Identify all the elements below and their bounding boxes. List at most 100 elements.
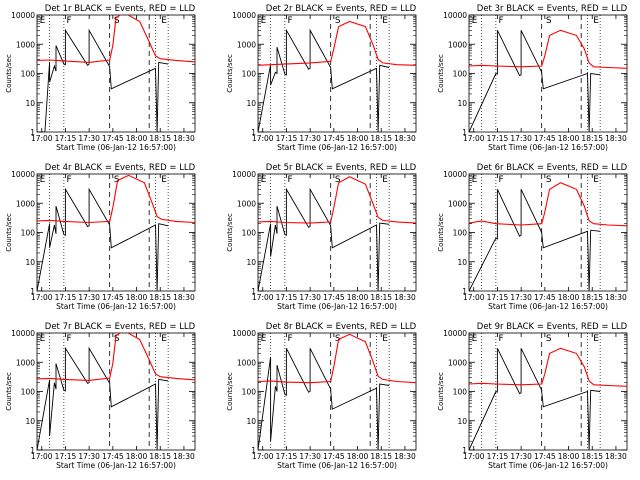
y-tick-label: 1000 — [448, 199, 467, 208]
marker-label: E — [593, 334, 599, 344]
y-tick-label: 10 — [457, 99, 467, 108]
series-line-lld — [37, 15, 195, 63]
marker-label: E — [593, 175, 599, 185]
y-tick-label: 10 — [25, 258, 35, 267]
y-tick-label: 100 — [242, 229, 257, 238]
chart-title: Det 6r BLACK = Events, RED = LLD — [477, 163, 628, 173]
marker-label: F — [287, 175, 292, 185]
x-tick-label: 17:45 — [323, 293, 345, 302]
series-line-events — [469, 189, 601, 291]
y-tick-label: 1000 — [16, 199, 35, 208]
series-line-lld — [469, 182, 627, 227]
series-line-lld — [258, 333, 416, 384]
x-tick-label: 17:00 — [463, 452, 485, 461]
y-tick-label: 10000 — [11, 329, 35, 338]
y-tick-label: 1 — [251, 287, 256, 296]
x-tick-label: 17:30 — [78, 452, 100, 461]
chart-panel-6: Det 6r BLACK = Events, RED = LLD E F S E 17:0… — [437, 163, 628, 311]
marker-label: F — [287, 16, 292, 26]
series-line-events — [258, 187, 390, 291]
x-tick-label: 18:30 — [605, 134, 627, 143]
plot-frame — [36, 332, 196, 451]
x-axis-label: Start Time (06-Jan-12 16:57:00) — [277, 143, 397, 152]
series-line-lld — [258, 176, 416, 224]
marker-label: F — [66, 16, 71, 26]
x-tick-label: 17:30 — [299, 134, 321, 143]
plot-frame — [468, 332, 628, 451]
marker-label: S — [546, 175, 552, 185]
marker-label: E — [382, 175, 388, 185]
marker-label: E — [161, 16, 167, 26]
y-tick-label: 1 — [251, 128, 256, 137]
marker-label: S — [335, 16, 341, 26]
chart-title: Det 4r BLACK = Events, RED = LLD — [45, 163, 196, 173]
x-tick-label: 18:30 — [173, 293, 195, 302]
marker-label: E — [472, 175, 478, 185]
y-tick-label: 100 — [21, 70, 36, 79]
series-line-events — [469, 348, 601, 450]
x-tick-label: 17:45 — [102, 293, 124, 302]
series-line-lld — [469, 347, 627, 387]
y-tick-label: 1 — [30, 128, 35, 137]
y-tick-label: 10000 — [11, 170, 35, 179]
x-tick-label: 18:00 — [347, 452, 369, 461]
x-tick-label: 17:15 — [487, 134, 509, 143]
x-tick-label: 18:15 — [149, 293, 171, 302]
y-tick-label: 10 — [246, 258, 256, 267]
x-tick-label: 17:45 — [102, 452, 124, 461]
y-tick-label: 1000 — [237, 358, 256, 367]
marker-label: E — [261, 16, 267, 26]
series-line-lld — [469, 29, 627, 69]
y-tick-label: 1000 — [237, 40, 256, 49]
x-tick-label: 17:00 — [31, 293, 53, 302]
chart-panel-2: Det 2r BLACK = Events, RED = LLD E F S E 17:0… — [226, 4, 417, 152]
x-tick-label: 18:30 — [605, 293, 627, 302]
marker-label: F — [66, 175, 71, 185]
x-tick-label: 17:15 — [55, 452, 77, 461]
y-tick-label: 10 — [246, 417, 256, 426]
chart-title: Det 1r BLACK = Events, RED = LLD — [45, 4, 196, 14]
chart-panel-1: Det 1r BLACK = Events, RED = LLD E F S E 17:0… — [5, 4, 196, 152]
x-axis-label: Start Time (06-Jan-12 16:57:00) — [56, 143, 176, 152]
x-axis-label: Start Time (06-Jan-12 16:57:00) — [488, 143, 608, 152]
plot-frame — [468, 14, 628, 133]
y-tick-label: 10000 — [232, 170, 256, 179]
x-tick-label: 17:15 — [276, 293, 298, 302]
series-line-lld — [37, 174, 195, 224]
y-axis-label: Counts/sec — [226, 213, 234, 252]
x-tick-label: 18:30 — [394, 134, 416, 143]
x-tick-label: 18:00 — [126, 293, 148, 302]
x-tick-label: 17:30 — [510, 293, 532, 302]
x-tick-label: 18:15 — [581, 452, 603, 461]
marker-label: E — [161, 334, 167, 344]
series-line-events — [37, 346, 169, 450]
marker-label: E — [472, 334, 478, 344]
chart-title: Det 8r BLACK = Events, RED = LLD — [266, 322, 417, 332]
x-tick-label: 18:30 — [173, 452, 195, 461]
x-tick-label: 18:15 — [149, 452, 171, 461]
x-tick-label: 17:30 — [510, 452, 532, 461]
x-tick-label: 17:45 — [534, 452, 556, 461]
x-tick-label: 17:00 — [31, 134, 53, 143]
chart-panel-8: Det 8r BLACK = Events, RED = LLD E F S E 17:0… — [226, 322, 417, 470]
chart-panel-5: Det 5r BLACK = Events, RED = LLD E F S E 17:0… — [226, 163, 417, 311]
y-tick-label: 100 — [453, 70, 468, 79]
x-tick-label: 18:00 — [347, 134, 369, 143]
y-tick-label: 1000 — [448, 358, 467, 367]
x-tick-label: 17:15 — [276, 452, 298, 461]
x-tick-label: 18:15 — [370, 293, 392, 302]
y-tick-label: 10000 — [443, 329, 467, 338]
y-axis-label: Counts/sec — [5, 372, 13, 411]
chart-title: Det 5r BLACK = Events, RED = LLD — [266, 163, 417, 173]
x-tick-label: 17:00 — [31, 452, 53, 461]
x-tick-label: 18:15 — [581, 293, 603, 302]
series-line-lld — [258, 20, 416, 66]
x-tick-label: 18:30 — [394, 452, 416, 461]
x-tick-label: 18:00 — [126, 452, 148, 461]
x-tick-label: 17:45 — [102, 134, 124, 143]
y-axis-label: Counts/sec — [226, 372, 234, 411]
marker-label: E — [261, 334, 267, 344]
x-tick-label: 17:15 — [487, 293, 509, 302]
x-tick-label: 17:15 — [487, 452, 509, 461]
chart-panel-3: Det 3r BLACK = Events, RED = LLD E F S E 17:0… — [437, 4, 628, 152]
